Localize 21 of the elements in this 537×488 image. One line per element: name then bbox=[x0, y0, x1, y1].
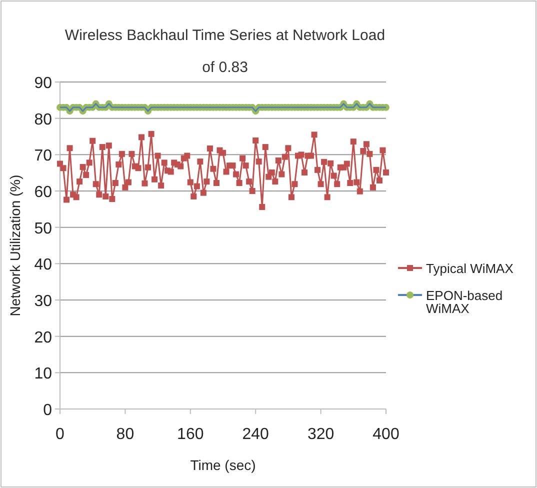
legend-label: EPON-based WiMAX bbox=[426, 288, 503, 316]
y-tick-label: 60 bbox=[34, 184, 52, 201]
y-tick-label: 50 bbox=[34, 220, 52, 238]
x-tick-label: 160 bbox=[177, 426, 204, 443]
y-tick-label: 80 bbox=[34, 111, 52, 128]
y-tick-label: 70 bbox=[34, 148, 52, 165]
y-axis-title: Network Utilization (%) bbox=[7, 174, 23, 316]
y-tick-label: 90 bbox=[34, 75, 52, 92]
chart-title: Wireless Backhaul Time Series at Network Load of 0.83 bbox=[64, 27, 386, 76]
y-tick-label: 0 bbox=[43, 402, 52, 419]
y-tick-label: 20 bbox=[34, 329, 52, 346]
legend-label: Typical WiMAX bbox=[426, 261, 514, 276]
x-tick-label: 0 bbox=[56, 426, 65, 443]
x-tick-label: 240 bbox=[242, 426, 270, 443]
x-tick-label: 80 bbox=[116, 426, 134, 443]
x-axis-title: Time (sec) bbox=[190, 457, 256, 473]
x-tick-label: 320 bbox=[307, 426, 334, 443]
y-tick-label: 10 bbox=[34, 366, 52, 383]
x-tick-label: 400 bbox=[372, 426, 400, 443]
y-tick-label: 40 bbox=[34, 256, 52, 274]
y-tick-label: 30 bbox=[34, 293, 52, 310]
